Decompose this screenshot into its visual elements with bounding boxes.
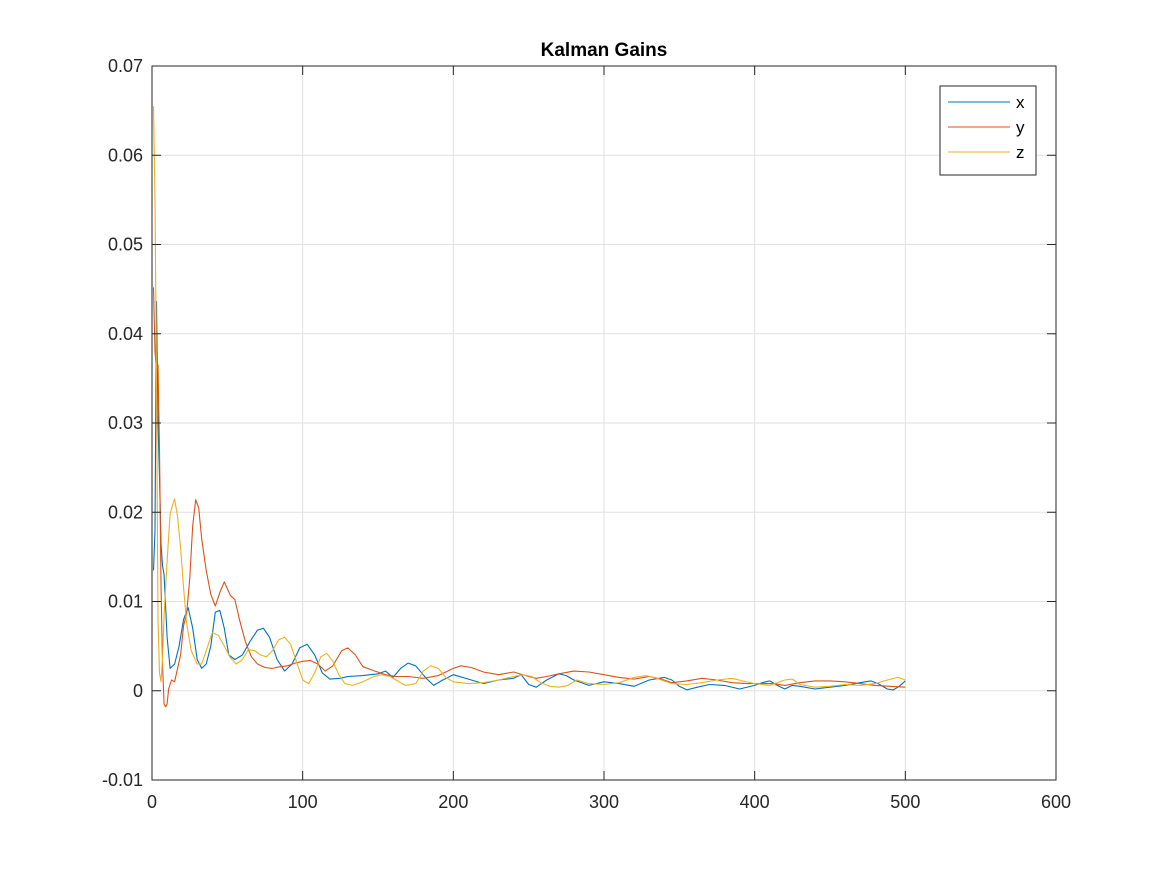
y-tick-label: 0.06 xyxy=(108,145,143,165)
y-tick-label: 0.01 xyxy=(108,592,143,612)
y-tick-label: 0.04 xyxy=(108,324,143,344)
y-tick-label: 0.07 xyxy=(108,56,143,76)
chart-title: Kalman Gains xyxy=(541,40,668,61)
legend-box xyxy=(939,85,1037,176)
y-tick-label: 0.05 xyxy=(108,235,143,255)
y-tick-label: -0.01 xyxy=(102,770,143,790)
legend-label-z: z xyxy=(1016,143,1025,162)
series-line-x xyxy=(152,301,906,691)
x-tick-label: 300 xyxy=(589,792,619,812)
legend-label-y: y xyxy=(1016,118,1025,137)
series-line-z xyxy=(152,106,906,688)
x-tick-label: 400 xyxy=(740,792,770,812)
series-line-y xyxy=(152,287,906,708)
legend: xyz xyxy=(939,85,1037,176)
y-tick-label: 0 xyxy=(133,681,143,701)
legend-label-x: x xyxy=(1016,93,1025,112)
y-tick-label: 0.02 xyxy=(108,502,143,522)
x-tick-labels: 0 100 200 300 400 500 600 xyxy=(147,792,1071,812)
tick-marks xyxy=(151,65,1057,781)
x-tick-label: 0 xyxy=(147,792,157,812)
y-tick-label: 0.03 xyxy=(108,413,143,433)
y-tick-labels: -0.01 0 0.01 0.02 0.03 0.04 0.05 0.06 0.07 xyxy=(102,56,143,790)
x-tick-label: 200 xyxy=(438,792,468,812)
x-tick-label: 100 xyxy=(288,792,318,812)
x-tick-label: 600 xyxy=(1041,792,1071,812)
x-tick-label: 500 xyxy=(890,792,920,812)
series-layer xyxy=(152,106,906,708)
